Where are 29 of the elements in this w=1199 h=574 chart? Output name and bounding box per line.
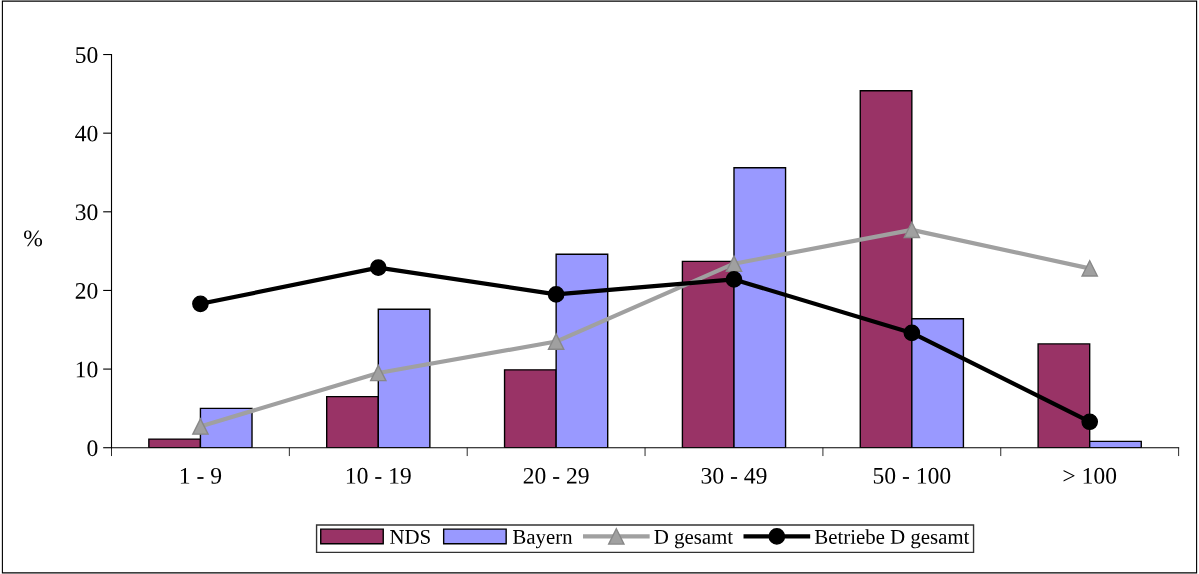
y-tick-label: 20 <box>75 282 98 299</box>
y-tick-label: 30 <box>75 204 98 221</box>
point <box>369 259 387 276</box>
point <box>903 324 921 342</box>
y-tick-label: 10 <box>76 361 98 378</box>
x-tick-label: 20 - 29 <box>523 467 589 484</box>
point <box>547 286 565 303</box>
y-tick-label: 40 <box>75 125 98 142</box>
point <box>369 364 387 382</box>
y-axis-title: % <box>24 230 43 247</box>
point <box>192 418 209 435</box>
point <box>192 295 209 313</box>
point <box>903 221 921 239</box>
point <box>725 271 743 288</box>
legend-label: NDS <box>390 529 430 544</box>
x-tick-label: 10 - 19 <box>346 467 411 484</box>
point <box>547 333 565 350</box>
x-tick-label: > 100 <box>1063 467 1117 484</box>
legend-label: Betriebe D gesamt <box>814 529 970 549</box>
y-tick-label: 50 <box>76 47 98 63</box>
legend-label: Bayern <box>513 530 573 549</box>
legend-label: D gesamt <box>654 530 733 549</box>
x-tick-label: 30 - 49 <box>701 467 767 484</box>
x-tick-label: 1 - 9 <box>180 467 222 484</box>
point <box>1081 260 1099 277</box>
point <box>1081 413 1099 431</box>
y-tick-label: 0 <box>87 440 98 457</box>
x-tick-label: 50 - 100 <box>873 467 951 484</box>
point <box>725 255 743 273</box>
